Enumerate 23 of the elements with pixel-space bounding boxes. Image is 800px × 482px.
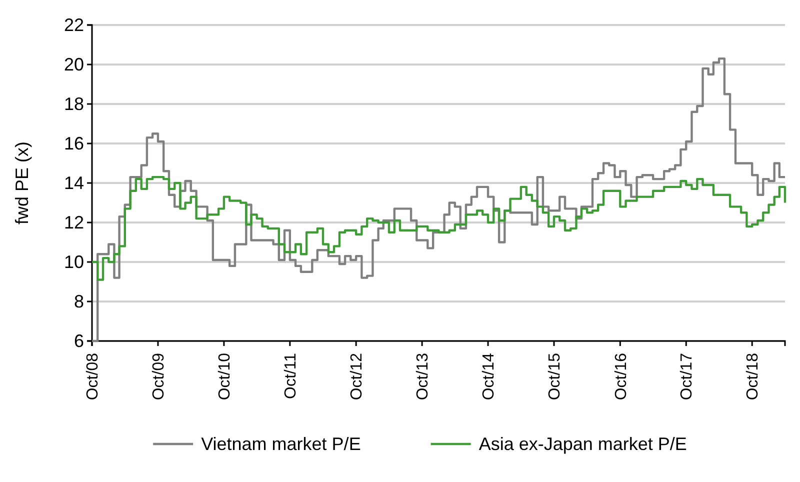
- legend-label: Vietnam market P/E: [201, 434, 361, 454]
- y-tick-label: 22: [64, 14, 84, 35]
- legend-label: Asia ex-Japan market P/E: [478, 434, 687, 454]
- x-tick-label: Oct/15: [546, 352, 564, 400]
- x-tick-label: Oct/08: [84, 352, 102, 400]
- x-tick-label: Oct/10: [216, 352, 234, 400]
- y-tick-label: 6: [74, 330, 84, 351]
- x-tick-label: Oct/14: [480, 352, 498, 400]
- y-tick-label: 18: [64, 94, 84, 114]
- x-tick-label: Oct/11: [282, 352, 300, 399]
- y-tick-label: 20: [64, 54, 84, 74]
- y-tick-label: 10: [64, 252, 84, 272]
- x-tick-label: Oct/18: [744, 352, 762, 400]
- y-tick-label: 16: [64, 133, 84, 154]
- y-tick-label: 14: [64, 172, 84, 193]
- y-axis-title: fwd PE (x): [12, 141, 32, 225]
- x-tick-label: Oct/12: [348, 352, 366, 400]
- x-tick-label: Oct/16: [612, 352, 630, 400]
- y-tick-label: 8: [74, 291, 84, 312]
- x-tick-label: Oct/17: [678, 352, 696, 400]
- x-tick-label: Oct/09: [150, 352, 168, 400]
- y-tick-label: 12: [64, 212, 84, 232]
- x-tick-label: Oct/13: [414, 352, 432, 400]
